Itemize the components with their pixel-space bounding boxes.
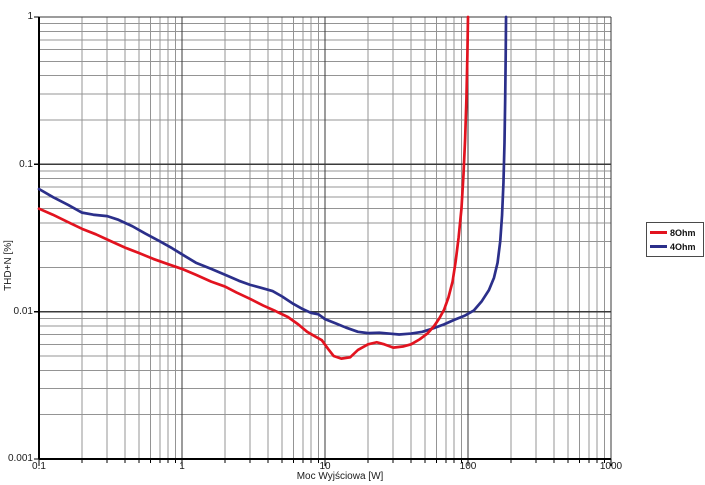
legend-swatch-8ohm bbox=[650, 231, 667, 234]
y-axis-title: THD+N [%] bbox=[2, 239, 14, 291]
curve-8ohm bbox=[37, 15, 470, 360]
y-tick-label-1: 1 bbox=[27, 11, 33, 22]
x-tick-label-10: 10 bbox=[319, 461, 331, 472]
legend-item-8ohm: 8Ohm bbox=[650, 227, 700, 239]
y-tick-label-0p01: 0.01 bbox=[13, 306, 33, 317]
x-tick-label-1: 1 bbox=[179, 461, 185, 472]
x-axis-title: Moc Wyjściowa [W] bbox=[296, 471, 384, 482]
curve-4ohm bbox=[37, 15, 508, 336]
legend-item-4ohm: 4Ohm bbox=[650, 241, 700, 253]
x-tick-label-100: 100 bbox=[459, 461, 477, 472]
x-tick-label-0p1: 0.1 bbox=[32, 461, 46, 472]
y-tick-label-0p001: 0.001 bbox=[7, 453, 33, 464]
legend-label-4ohm: 4Ohm bbox=[670, 241, 696, 252]
legend-swatch-4ohm bbox=[650, 245, 667, 248]
x-tick-label-1000: 1000 bbox=[599, 461, 623, 472]
legend-label-8ohm: 8Ohm bbox=[670, 227, 696, 238]
y-tick-label-0p1: 0.1 bbox=[19, 159, 33, 170]
legend: 8Ohm 4Ohm bbox=[646, 222, 704, 257]
